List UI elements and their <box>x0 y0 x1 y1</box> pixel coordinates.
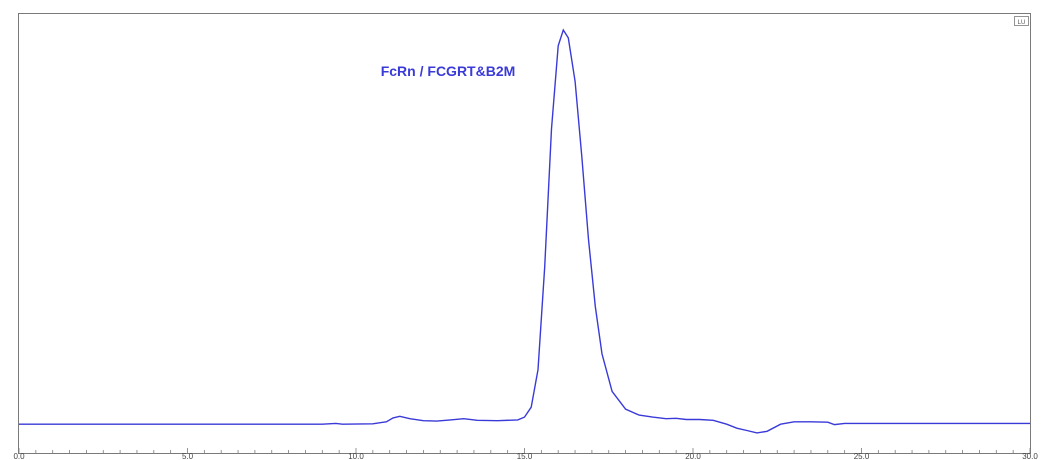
x-tick-label: 20.0 <box>685 452 701 460</box>
x-tick-label: 15.0 <box>517 452 533 460</box>
plot-frame <box>18 13 1031 454</box>
x-tick-label: 10.0 <box>348 452 364 460</box>
x-tick-label: 5.0 <box>182 452 194 460</box>
x-tick-label: 30.0 <box>1022 452 1038 460</box>
corner-badge: LU <box>1018 20 1026 26</box>
chromatogram-trace <box>19 28 1030 434</box>
x-tick-label: 25.0 <box>854 452 870 460</box>
chart-title: FcRn / FCGRT&B2M <box>381 63 516 79</box>
x-tick-label: 0.0 <box>13 452 25 460</box>
corner-badge-box <box>1014 16 1029 26</box>
x-axis-ticks <box>18 448 1031 453</box>
x-axis-tick-labels: 0.0 5.0 10.0 15.0 20.0 25.0 30.0 <box>13 452 1038 460</box>
